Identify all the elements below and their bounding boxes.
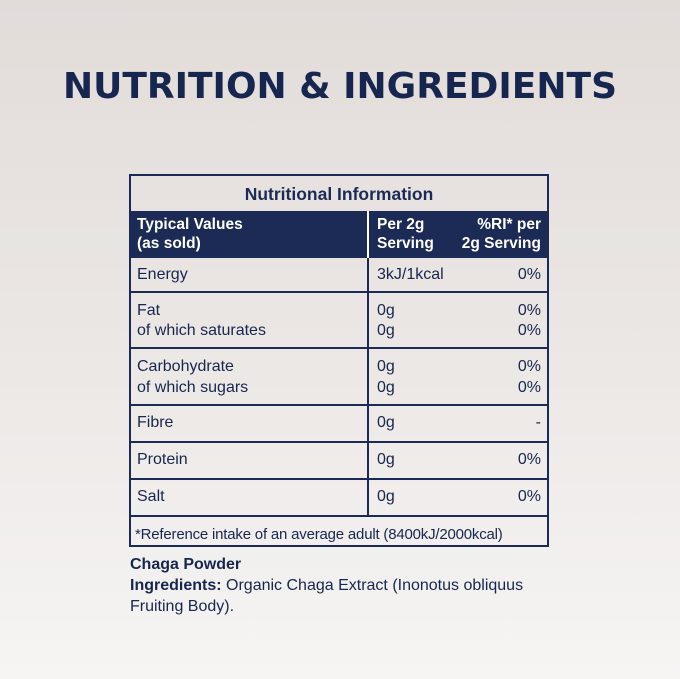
table-header-row: Typical Values (as sold) Per 2g Serving … <box>131 211 547 258</box>
product-info: Chaga Powder Ingredients: Organic Chaga … <box>130 554 580 617</box>
ingredients-label: Ingredients: <box>130 577 222 594</box>
row-sub-name: of which saturates <box>137 322 266 339</box>
column-divider <box>367 293 369 347</box>
header-divider <box>367 211 369 258</box>
table-row-fibre: Fibre 0g - <box>131 406 547 443</box>
header-typical-line2: (as sold) <box>137 235 201 252</box>
row-value: 0g <box>377 451 395 468</box>
row-ri: - <box>535 414 541 431</box>
column-divider <box>367 406 369 441</box>
header-ri: %RI* per 2g Serving <box>462 215 541 253</box>
table-row-salt: Salt 0g 0% <box>131 480 547 517</box>
header-per-serving: Per 2g Serving <box>377 215 434 253</box>
row-name: Energy <box>137 266 188 283</box>
row-ri: 0% <box>517 358 541 375</box>
row-sub-value: 0g <box>377 379 395 396</box>
nutrition-table: Nutritional Information Typical Values (… <box>129 174 549 547</box>
row-ri: 0% <box>517 451 541 468</box>
row-sub-ri: 0% <box>517 379 541 396</box>
header-typical-values: Typical Values (as sold) <box>137 215 243 253</box>
header-typical-line1: Typical Values <box>137 216 243 233</box>
product-name: Chaga Powder <box>130 556 242 573</box>
ingredients-line: Ingredients: Organic Chaga Extract (Inon… <box>130 575 580 617</box>
row-ri: 0% <box>517 488 541 505</box>
row-sub-ri: 0% <box>517 322 541 339</box>
ingredients-text: Organic Chaga Extract (Inonotus obliquus… <box>130 577 524 615</box>
table-row-energy: Energy 3kJ/1kcal 0% <box>131 258 547 293</box>
row-value: 3kJ/1kcal <box>377 266 444 283</box>
column-divider <box>367 480 369 515</box>
header-per-line1: Per 2g <box>377 216 425 233</box>
row-value: 0g <box>377 488 395 505</box>
row-ri: 0% <box>517 266 541 283</box>
column-divider <box>367 443 369 478</box>
row-ri: 0% <box>517 302 541 319</box>
table-row-carbohydrate: Carbohydrate of which sugars 0g 0g 0% 0% <box>131 349 547 406</box>
header-ri-line1: %RI* per <box>477 216 541 233</box>
row-sub-name: of which sugars <box>137 379 249 396</box>
row-name: Fat <box>137 302 161 319</box>
row-value: 0g <box>377 414 395 431</box>
column-divider <box>367 258 369 291</box>
table-row-fat: Fat of which saturates 0g 0g 0% 0% <box>131 293 547 349</box>
row-name: Fibre <box>137 414 174 431</box>
page-title: NUTRITION & INGREDIENTS <box>62 66 618 107</box>
header-ri-line2: 2g Serving <box>461 235 541 252</box>
row-value: 0g <box>377 358 395 375</box>
column-divider <box>367 349 369 404</box>
row-name: Protein <box>137 451 188 468</box>
table-heading: Nutritional Information <box>244 184 434 204</box>
row-name: Salt <box>137 488 165 505</box>
table-footnote: *Reference intake of an average adult (8… <box>135 526 503 543</box>
row-value: 0g <box>377 302 395 319</box>
row-name: Carbohydrate <box>137 358 234 375</box>
table-row-protein: Protein 0g 0% <box>131 443 547 480</box>
row-sub-value: 0g <box>377 322 395 339</box>
header-per-line2: Serving <box>377 235 434 252</box>
